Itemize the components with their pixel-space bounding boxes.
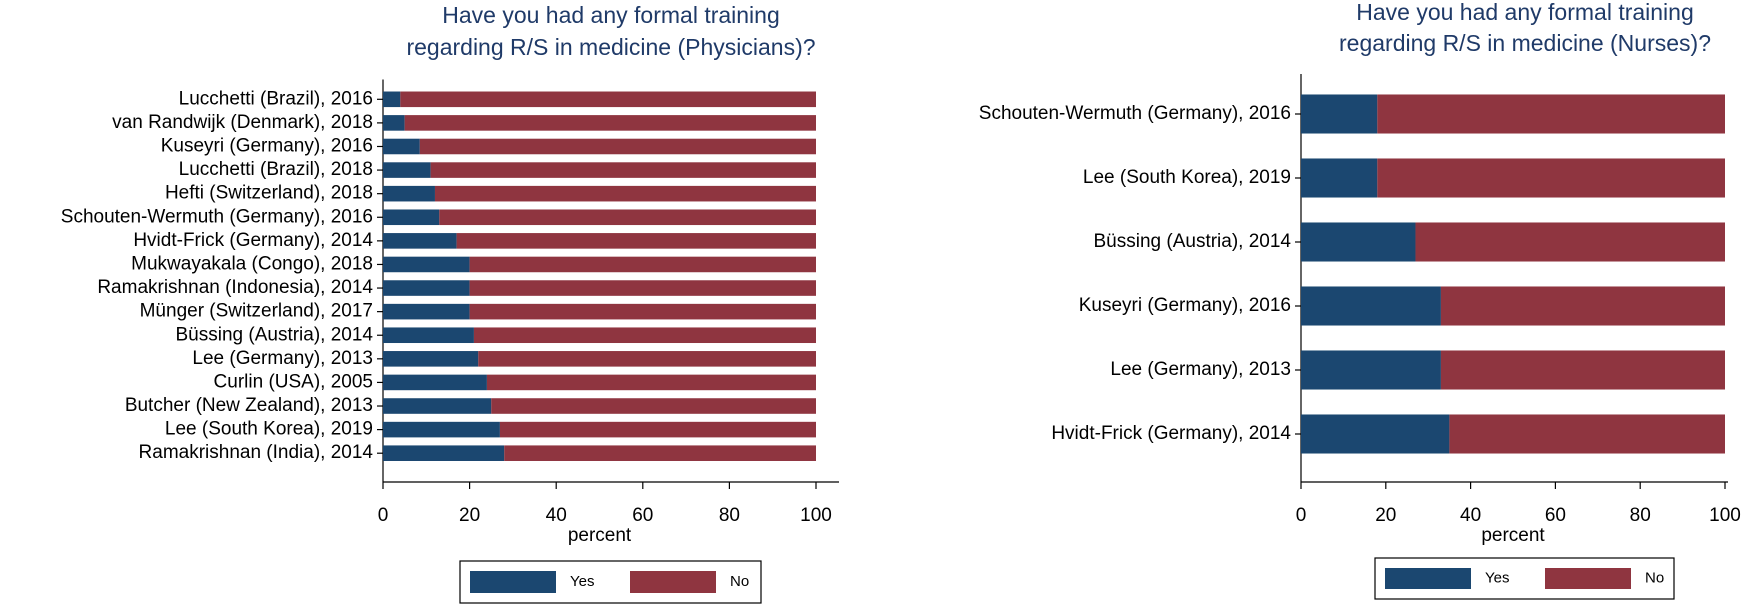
chart-title: Have you had any formal training bbox=[442, 2, 780, 28]
bar-segment bbox=[1301, 222, 1416, 262]
y-tick-label: Mukwayakala (Congo), 2018 bbox=[131, 253, 373, 274]
y-tick-label: van Randwijk (Denmark), 2018 bbox=[112, 112, 373, 133]
legend-swatch bbox=[1385, 568, 1471, 589]
bar-segment bbox=[383, 115, 405, 131]
x-axis-label: percent bbox=[1481, 525, 1545, 546]
legend-swatch bbox=[1545, 568, 1631, 589]
legend-label: Yes bbox=[570, 573, 594, 590]
y-tick-label: Münger (Switzerland), 2017 bbox=[140, 301, 373, 322]
y-tick-label: Lee (Germany), 2013 bbox=[192, 348, 373, 369]
bar-segment bbox=[499, 421, 816, 438]
x-tick-label: 40 bbox=[1460, 505, 1481, 526]
bar-segment bbox=[1415, 222, 1725, 262]
bar-segment bbox=[383, 91, 401, 108]
bar-segment bbox=[1440, 350, 1725, 390]
bar-segment bbox=[504, 445, 816, 461]
y-tick-label: Schouten-Wermuth (Germany), 2016 bbox=[61, 206, 373, 227]
x-tick-label: 20 bbox=[459, 505, 480, 526]
y-tick-label: Butcher (New Zealand), 2013 bbox=[125, 395, 373, 416]
bar-segment bbox=[383, 209, 440, 226]
legend-label: No bbox=[730, 573, 749, 590]
y-tick-label: Lee (Germany), 2013 bbox=[1110, 359, 1291, 380]
bar-segment bbox=[1301, 158, 1378, 198]
bar-segment bbox=[473, 327, 816, 344]
bar-segment bbox=[404, 115, 816, 131]
bar-segment bbox=[1301, 414, 1450, 454]
bar-segment bbox=[383, 256, 470, 273]
legend-swatch bbox=[630, 571, 716, 593]
x-tick-label: 20 bbox=[1375, 505, 1396, 526]
bar-segment bbox=[1301, 350, 1441, 390]
bar-segment bbox=[383, 421, 500, 438]
chart-title: Have you had any formal training bbox=[1356, 0, 1694, 25]
legend-label: Yes bbox=[1485, 569, 1509, 586]
x-tick-label: 0 bbox=[1296, 505, 1307, 526]
x-axis-label: percent bbox=[568, 525, 632, 546]
bar-segment bbox=[383, 280, 470, 296]
y-tick-label: Hvidt-Frick (Germany), 2014 bbox=[1051, 423, 1291, 444]
y-tick-label: Schouten-Wermuth (Germany), 2016 bbox=[979, 103, 1291, 124]
y-tick-label: Lee (South Korea), 2019 bbox=[1083, 167, 1291, 188]
bar-segment bbox=[491, 398, 816, 414]
bar-segment bbox=[456, 233, 816, 249]
legend-label: No bbox=[1645, 569, 1664, 586]
bar-segment bbox=[478, 351, 816, 367]
bar-segment bbox=[434, 185, 816, 202]
y-tick-label: Kuseyri (Germany), 2016 bbox=[1079, 295, 1291, 316]
legend-swatch bbox=[470, 571, 556, 593]
y-tick-label: Hefti (Switzerland), 2018 bbox=[165, 183, 373, 204]
bar-segment bbox=[469, 303, 816, 320]
y-tick-label: Büssing (Austria), 2014 bbox=[176, 324, 374, 345]
bar-segment bbox=[383, 303, 470, 320]
bar-segment bbox=[383, 327, 474, 344]
bar-segment bbox=[469, 280, 816, 296]
x-tick-label: 60 bbox=[632, 505, 653, 526]
bar-segment bbox=[383, 138, 420, 155]
y-tick-label: Lucchetti (Brazil), 2016 bbox=[179, 88, 373, 109]
bar-segment bbox=[430, 162, 816, 178]
x-tick-label: 100 bbox=[800, 505, 832, 526]
x-tick-label: 40 bbox=[546, 505, 567, 526]
y-tick-label: Lucchetti (Brazil), 2018 bbox=[179, 159, 373, 180]
chart-title: regarding R/S in medicine (Physicians)? bbox=[406, 34, 815, 60]
bar-segment bbox=[383, 162, 431, 178]
bar-segment bbox=[400, 91, 816, 108]
x-tick-label: 0 bbox=[378, 505, 389, 526]
bar-segment bbox=[1440, 286, 1725, 326]
bar-segment bbox=[383, 374, 487, 391]
y-tick-label: Büssing (Austria), 2014 bbox=[1094, 231, 1292, 252]
bar-segment bbox=[383, 445, 505, 461]
bar-segment bbox=[383, 398, 492, 414]
bar-segment bbox=[486, 374, 816, 391]
bar-segment bbox=[383, 351, 479, 367]
bar-segment bbox=[1377, 94, 1725, 134]
y-tick-label: Kuseyri (Germany), 2016 bbox=[161, 136, 373, 157]
x-tick-label: 80 bbox=[1630, 505, 1651, 526]
y-tick-label: Curlin (USA), 2005 bbox=[214, 371, 373, 392]
chart-title: regarding R/S in medicine (Nurses)? bbox=[1339, 30, 1711, 56]
bar-segment bbox=[383, 185, 435, 202]
bar-segment bbox=[1301, 286, 1441, 326]
bar-segment bbox=[383, 233, 457, 249]
y-tick-label: Ramakrishnan (Indonesia), 2014 bbox=[97, 277, 373, 298]
y-tick-label: Ramakrishnan (India), 2014 bbox=[139, 442, 374, 463]
bar-segment bbox=[1301, 94, 1378, 134]
y-tick-label: Hvidt-Frick (Germany), 2014 bbox=[133, 230, 373, 251]
bar-segment bbox=[469, 256, 816, 273]
x-tick-label: 60 bbox=[1545, 505, 1566, 526]
x-tick-label: 80 bbox=[719, 505, 740, 526]
x-tick-label: 100 bbox=[1709, 505, 1741, 526]
y-tick-label: Lee (South Korea), 2019 bbox=[165, 419, 373, 440]
bar-segment bbox=[1377, 158, 1725, 198]
bar-segment bbox=[439, 209, 816, 226]
bar-segment bbox=[419, 138, 816, 155]
bar-segment bbox=[1449, 414, 1725, 454]
